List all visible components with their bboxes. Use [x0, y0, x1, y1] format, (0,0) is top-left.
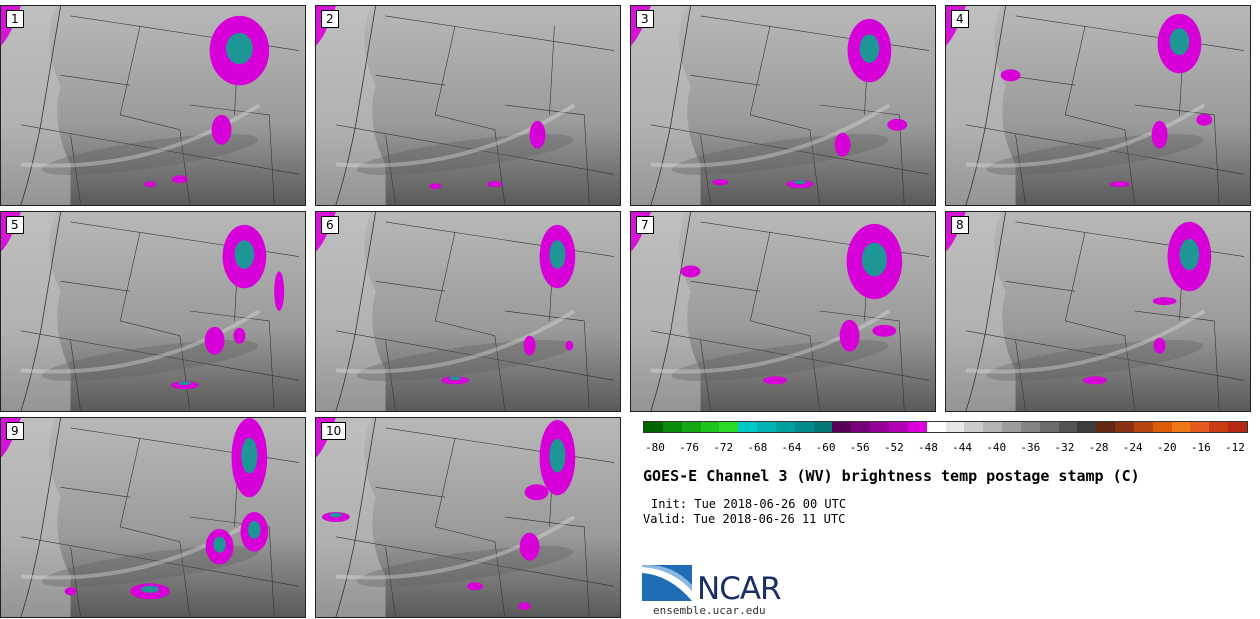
- colorbar: [643, 421, 1248, 433]
- colorbar-segment: [794, 422, 814, 432]
- colorbar-segment: [1190, 422, 1210, 432]
- colorbar-tick-label: -16: [1190, 441, 1211, 454]
- colorbar-segment: [813, 422, 833, 432]
- panel-7: 7: [630, 211, 936, 412]
- panel-number: 2: [321, 10, 339, 28]
- colorbar-segment: [1002, 422, 1021, 432]
- panel-10: 10: [315, 417, 621, 618]
- panel-3: 3: [630, 5, 936, 206]
- colorbar-segment: [1020, 422, 1040, 432]
- colorbar-segment: [851, 422, 871, 432]
- colorbar-segment: [1152, 422, 1172, 432]
- colorbar-segment: [1171, 422, 1191, 432]
- colorbar-segment: [870, 422, 889, 432]
- colorbar-segment: [738, 422, 758, 432]
- ncar-logo-icon: [642, 564, 692, 601]
- colorbar-segment: [832, 422, 852, 432]
- panel-number: 8: [951, 216, 969, 234]
- colorbar-segment: [1058, 422, 1078, 432]
- colorbar-segment: [926, 422, 946, 432]
- colorbar-tick-label: -60: [815, 441, 836, 454]
- panel-1: 1: [0, 5, 306, 206]
- plot-title: GOES-E Channel 3 (WV) brightness temp po…: [643, 467, 1140, 485]
- colorbar-segment: [1115, 422, 1134, 432]
- colorbar-segment: [1209, 422, 1229, 432]
- panel-number: 5: [6, 216, 24, 234]
- colorbar-segment: [1077, 422, 1097, 432]
- colorbar-tick-label: -56: [849, 441, 870, 454]
- colorbar-tick-label: -44: [952, 441, 972, 454]
- colorbar-tick-label: -36: [1020, 441, 1041, 454]
- colorbar-segment: [662, 422, 682, 432]
- colorbar-segment: [1096, 422, 1116, 432]
- panel-4: 4: [945, 5, 1251, 206]
- colorbar-tick-label: -52: [883, 441, 904, 454]
- panel-5: 5: [0, 211, 306, 412]
- panel-number: 10: [321, 422, 347, 440]
- panel-number: 1: [6, 10, 24, 28]
- colorbar-tick-label: -72: [713, 441, 734, 454]
- panel-number: 6: [321, 216, 339, 234]
- panel-9: 9: [0, 417, 306, 618]
- colorbar-segment: [681, 422, 701, 432]
- colorbar-tick-label: -40: [986, 441, 1007, 454]
- colorbar-segment: [1133, 422, 1153, 432]
- colorbar-tick-label: -20: [1156, 441, 1177, 454]
- colorbar-segment: [1039, 422, 1059, 432]
- colorbar-segment: [644, 422, 663, 432]
- colorbar-tick-label: -28: [1088, 441, 1109, 454]
- ncar-logo-text: NCAR: [697, 571, 782, 607]
- panel-number: 9: [6, 422, 24, 440]
- colorbar-segment: [888, 422, 908, 432]
- colorbar-tick-label: -24: [1122, 441, 1143, 454]
- colorbar-tick-label: -48: [918, 441, 938, 454]
- panel-number: 7: [636, 216, 654, 234]
- colorbar-segment: [719, 422, 739, 432]
- init-time: Init: Tue 2018-06-26 00 UTC: [651, 497, 847, 511]
- panel-8: 8: [945, 211, 1251, 412]
- panel-number: 4: [951, 10, 969, 28]
- colorbar-tick-label: -64: [781, 441, 802, 454]
- colorbar-segment: [775, 422, 795, 432]
- colorbar-segment: [964, 422, 984, 432]
- panel-6: 6: [315, 211, 621, 412]
- colorbar-tick-label: -32: [1054, 441, 1075, 454]
- colorbar-tick-label: -76: [679, 441, 700, 454]
- colorbar-segment: [983, 422, 1003, 432]
- website-label: ensemble.ucar.edu: [653, 604, 766, 617]
- colorbar-tick-label: -68: [747, 441, 768, 454]
- colorbar-ticks: -80 -76 -72 -68 -64 -60 -56 -52 -48 -44 -40 -36 -32-…: [643, 441, 1248, 455]
- colorbar-segment: [757, 422, 776, 432]
- colorbar-tick-label: -80: [645, 441, 665, 454]
- colorbar-segment: [1228, 422, 1247, 432]
- colorbar-tick-label: -12: [1225, 441, 1245, 454]
- panel-2: 2: [315, 5, 621, 206]
- valid-time: Valid: Tue 2018-06-26 11 UTC: [643, 512, 846, 526]
- colorbar-segment: [945, 422, 965, 432]
- colorbar-segment: [700, 422, 720, 432]
- panel-number: 3: [636, 10, 654, 28]
- colorbar-segment: [907, 422, 927, 432]
